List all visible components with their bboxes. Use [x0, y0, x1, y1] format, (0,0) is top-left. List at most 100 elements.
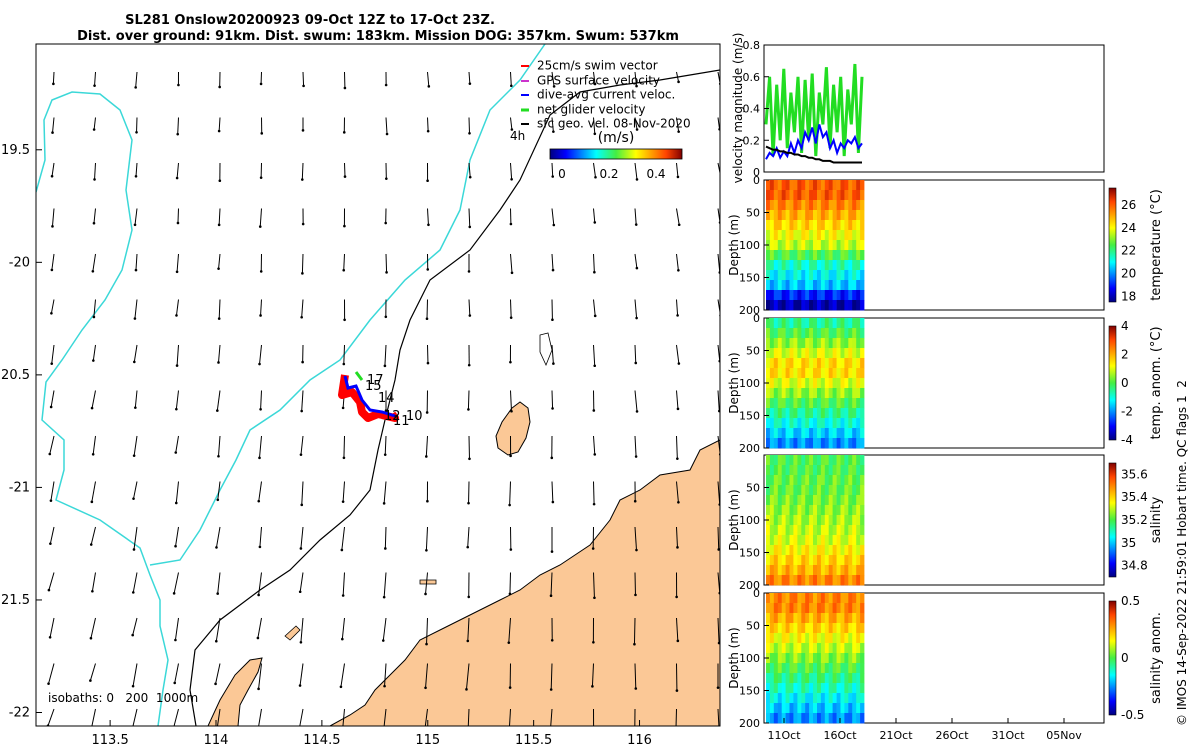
section-cell: [820, 555, 826, 566]
section-cell: [801, 348, 806, 359]
section-cell: [797, 200, 802, 211]
colorbar-tick: 2: [1121, 348, 1129, 362]
section-cell: [801, 593, 806, 604]
section-cell: [840, 505, 845, 516]
velocity-arrow: [383, 708, 387, 726]
section-cell: [801, 673, 806, 684]
velocity-arrow: [384, 344, 387, 366]
section-cell: [832, 270, 837, 281]
section-cell: [793, 693, 798, 704]
section-cell: [820, 428, 826, 439]
section-cell: [781, 260, 786, 271]
section-cell: [832, 643, 837, 654]
section-cell: [817, 388, 822, 399]
section-cell: [785, 535, 790, 546]
velocity-arrow: [633, 617, 636, 645]
section-cell: [824, 535, 830, 546]
section-cell: [797, 613, 802, 624]
section-cell: [824, 683, 830, 694]
section-cell: [836, 398, 841, 409]
section-cell: [836, 250, 841, 261]
section-cell: [856, 418, 861, 429]
section-cell: [801, 545, 806, 556]
section-cell: [844, 535, 849, 546]
section-cell: [836, 368, 841, 379]
section-cell: [852, 220, 857, 231]
section-cell: [840, 575, 845, 586]
section-cell: [817, 328, 822, 339]
velocity-arrow: [342, 708, 345, 726]
section-cell: [828, 388, 833, 399]
section-cell: [832, 505, 837, 516]
section-cell: [820, 485, 826, 496]
section-cell: [848, 190, 853, 201]
section-cell: [840, 428, 845, 439]
section-cell: [773, 565, 779, 576]
section-cell: [836, 190, 841, 201]
section-cell: [832, 495, 837, 506]
section-cell: [777, 300, 783, 311]
section-cell: [769, 505, 775, 516]
velocity-arrow: [135, 253, 138, 271]
velocity-arrow: [258, 572, 262, 596]
velocity-arrow: [509, 708, 511, 726]
section-cell: [824, 418, 830, 429]
section-cell: [781, 555, 786, 566]
velocity-arrow: [426, 299, 428, 319]
section-cell: [848, 673, 853, 684]
section-cell: [817, 575, 822, 586]
section-cell: [856, 398, 861, 409]
section-cell: [836, 408, 841, 419]
section-cell: [769, 290, 775, 301]
section-cell: [844, 495, 849, 506]
section-cell: [805, 270, 810, 281]
velocity-arrow: [427, 208, 429, 225]
section-cell: [809, 328, 814, 339]
section-cell: [789, 260, 794, 271]
section-cell: [766, 348, 771, 359]
section-cell: [836, 290, 841, 301]
section-cell: [809, 535, 814, 546]
section-cell: [793, 280, 798, 291]
section-cell: [777, 388, 783, 399]
section-cell: [773, 280, 779, 291]
section-cell: [852, 465, 857, 476]
isobaths-label: isobaths: 0 200 1000m: [48, 691, 198, 705]
section-cell: [832, 190, 837, 201]
section-cell: [797, 348, 802, 359]
velocity-arrow: [89, 663, 96, 681]
velocity-arrow: [634, 71, 638, 87]
section-cell: [769, 575, 775, 586]
section-cell: [813, 613, 818, 624]
section-cell: [824, 673, 830, 684]
section-cell: [828, 653, 833, 664]
section-cell: [817, 260, 822, 271]
section-cell: [789, 220, 794, 231]
section-cell: [769, 713, 775, 724]
section-cell: [777, 465, 783, 476]
section-cell: [809, 683, 814, 694]
section-cell: [844, 545, 849, 556]
day-label: 14: [378, 391, 395, 406]
section-cell: [852, 200, 857, 211]
section-cell: [785, 465, 790, 476]
section-cell: [817, 495, 822, 506]
section-cell: [828, 703, 833, 714]
velocity-arrow: [717, 390, 720, 412]
section-cell: [844, 240, 849, 251]
section-cell: [801, 603, 806, 614]
section-cell: [832, 663, 837, 674]
velocity-arrow: [634, 117, 638, 130]
section-cell: [785, 180, 790, 191]
section-cell: [828, 180, 833, 191]
section-cell: [852, 535, 857, 546]
section-cell: [860, 280, 865, 291]
section-cell: [809, 358, 814, 369]
section-cell: [797, 190, 802, 201]
colorbar-tick: 18: [1121, 289, 1136, 303]
section-cell: [809, 368, 814, 379]
map-colorbar-tick: 0.2: [599, 167, 618, 181]
section-cell: [809, 515, 814, 526]
section-cell: [840, 593, 845, 604]
section-cell: [785, 260, 790, 271]
